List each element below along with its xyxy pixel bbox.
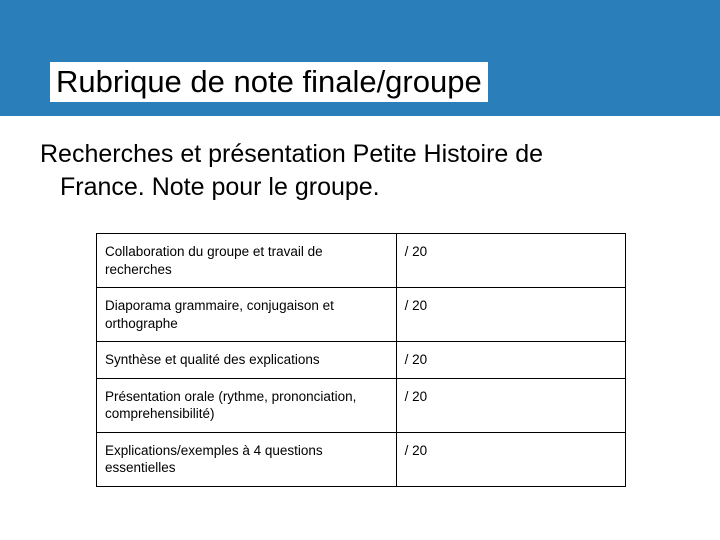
criterion-cell: Collaboration du groupe et travail de re… (97, 234, 397, 288)
table-row: Explications/exemples à 4 questions esse… (97, 432, 626, 486)
score-cell: / 20 (396, 378, 625, 432)
criterion-cell: Diaporama grammaire, conjugaison et orth… (97, 288, 397, 342)
table-row: Collaboration du groupe et travail de re… (97, 234, 626, 288)
score-cell: / 20 (396, 288, 625, 342)
table-row: Diaporama grammaire, conjugaison et orth… (97, 288, 626, 342)
criterion-cell: Présentation orale (rythme, prononciatio… (97, 378, 397, 432)
subtitle-line2: France. Note pour le groupe. (40, 171, 680, 204)
score-cell: / 20 (396, 234, 625, 288)
table-row: Synthèse et qualité des explications / 2… (97, 342, 626, 379)
header-band: Rubrique de note finale/groupe (0, 0, 720, 116)
subtitle: Recherches et présentation Petite Histoi… (40, 138, 680, 203)
page-title: Rubrique de note finale/groupe (50, 62, 488, 102)
criterion-cell: Explications/exemples à 4 questions esse… (97, 432, 397, 486)
criterion-cell: Synthèse et qualité des explications (97, 342, 397, 379)
score-cell: / 20 (396, 432, 625, 486)
score-cell: / 20 (396, 342, 625, 379)
table-row: Présentation orale (rythme, prononciatio… (97, 378, 626, 432)
subtitle-line1: Recherches et présentation Petite Histoi… (40, 140, 543, 168)
rubric-table: Collaboration du groupe et travail de re… (96, 233, 626, 487)
